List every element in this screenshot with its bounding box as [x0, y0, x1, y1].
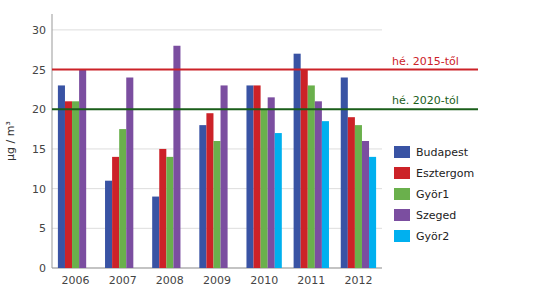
bar	[173, 46, 180, 268]
x-tick-label: 2010	[250, 274, 278, 287]
grid	[52, 30, 382, 268]
legend-swatch	[394, 167, 410, 179]
bar	[362, 141, 369, 268]
bar	[199, 125, 206, 268]
bar	[65, 101, 72, 268]
bar	[369, 157, 376, 268]
x-tick-label: 2011	[297, 274, 325, 287]
bar	[254, 85, 261, 268]
bar	[112, 157, 119, 268]
bar	[301, 70, 308, 268]
bar	[348, 117, 355, 268]
reference-line	[52, 108, 478, 110]
legend-swatch	[394, 188, 410, 200]
bar	[206, 113, 213, 268]
reference-line-label: hé. 2015-től	[392, 55, 459, 68]
grid-line	[52, 29, 382, 30]
y-tick-label: 10	[32, 183, 46, 196]
y-tick-label: 25	[32, 64, 46, 77]
x-tick-label: 2008	[156, 274, 184, 287]
y-tick-label: 5	[39, 222, 46, 235]
legend-swatch	[394, 146, 410, 158]
legend-label: Esztergom	[416, 167, 474, 180]
chart: 0 5 10 15 20 25 30 μg / m³ 2006 2007 2008 2009 2010 2…	[0, 0, 539, 301]
bar	[166, 157, 173, 268]
legend-swatch	[394, 209, 410, 221]
reference-line	[52, 69, 478, 71]
bar	[72, 101, 79, 268]
legend-label: Györ1	[416, 188, 449, 201]
bar	[341, 78, 348, 269]
bar	[322, 121, 329, 268]
bar	[315, 101, 322, 268]
bar	[152, 197, 159, 268]
bar	[275, 133, 282, 268]
legend-label: Szeged	[416, 209, 456, 222]
bar	[308, 85, 315, 268]
legend-label: Györ2	[416, 230, 449, 243]
bar	[126, 78, 133, 269]
y-axis	[52, 14, 53, 268]
bar	[355, 125, 362, 268]
bars	[58, 46, 376, 268]
legend-swatch	[394, 230, 410, 242]
bar	[58, 85, 65, 268]
bar	[261, 109, 268, 268]
legend: Budapest Esztergom Györ1 Szeged Györ2	[394, 146, 474, 243]
legend-label: Budapest	[416, 146, 469, 159]
bar	[105, 181, 112, 268]
bar	[246, 85, 253, 268]
x-tick-label: 2007	[109, 274, 137, 287]
bar	[221, 85, 228, 268]
y-tick-label: 15	[32, 143, 46, 156]
bar	[79, 70, 86, 268]
x-tick-label: 2006	[62, 274, 90, 287]
reference-lines	[52, 70, 478, 110]
y-tick-label: 20	[32, 103, 46, 116]
bar	[159, 149, 166, 268]
reference-line-label: hé. 2020-tól	[392, 94, 459, 107]
bar	[268, 97, 275, 268]
y-axis-label: μg / m³	[4, 121, 17, 161]
x-tick-label: 2009	[203, 274, 231, 287]
y-tick-label: 30	[32, 24, 46, 37]
bar	[213, 141, 220, 268]
x-tick-label: 2012	[344, 274, 372, 287]
bar	[119, 129, 126, 268]
y-tick-label: 0	[39, 262, 46, 275]
bar	[294, 54, 301, 268]
